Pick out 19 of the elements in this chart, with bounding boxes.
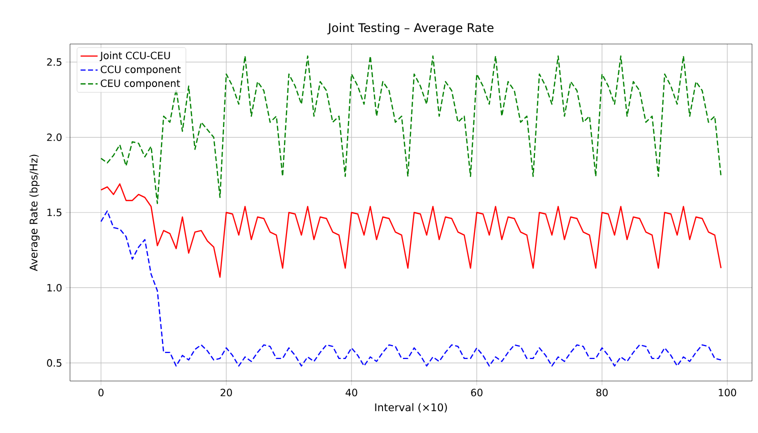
x-tick-label: 0 bbox=[98, 388, 104, 396]
y-axis-title: Average Rate (bps/Hz) bbox=[29, 154, 40, 272]
x-tick-label: 100 bbox=[718, 388, 736, 396]
line-series bbox=[100, 210, 722, 367]
y-tick-label: 2.5 bbox=[47, 58, 62, 66]
legend-label: CEU component bbox=[100, 79, 180, 89]
x-tick-label: 20 bbox=[220, 388, 232, 396]
x-tick-label: 40 bbox=[346, 388, 358, 396]
legend-label: CCU component bbox=[100, 66, 181, 76]
x-axis-title: Interval (×10) bbox=[375, 403, 447, 412]
chart-title: Joint Testing – Average Rate bbox=[327, 22, 494, 34]
x-tick-label: 80 bbox=[596, 388, 608, 396]
x-tick-label: 60 bbox=[471, 388, 482, 396]
legend-label: Joint CCU-CEU bbox=[100, 52, 170, 62]
line-series bbox=[100, 183, 722, 278]
y-tick-label: 1.5 bbox=[47, 208, 62, 216]
y-tick-label: 0.5 bbox=[47, 359, 62, 367]
y-tick-label: 2.0 bbox=[47, 133, 62, 142]
y-tick-label: 1.0 bbox=[47, 284, 62, 292]
